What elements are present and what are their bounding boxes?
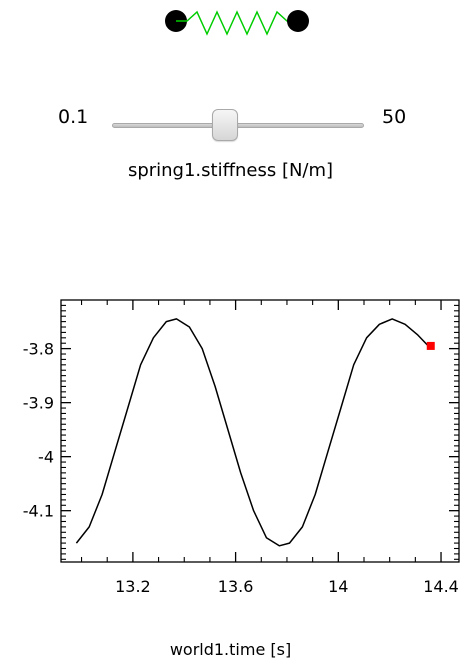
- y-tick-label: -3.9: [23, 394, 54, 413]
- x-tick-label: 13.6: [218, 577, 254, 596]
- spring-coil: [176, 10, 300, 36]
- plot-frame: [60, 299, 460, 563]
- stiffness-slider-thumb[interactable]: [212, 109, 239, 141]
- spring-visualization: [165, 10, 309, 36]
- series-group: [75, 318, 435, 547]
- x-axis-label: world1.time [s]: [169, 640, 292, 659]
- y-tick-label: -3.8: [23, 340, 54, 359]
- slider-max-label: 50: [382, 106, 407, 128]
- y-tick-label: -4: [38, 448, 54, 467]
- y-tick-label: -4.1: [23, 502, 54, 521]
- mass-right: [287, 10, 309, 32]
- current-value-marker: [426, 341, 435, 350]
- series-line: [75, 318, 429, 547]
- y-tick-labels: -3.8 -3.9 -4 -4.1: [23, 340, 54, 521]
- time-plot: -3.8 -3.9 -4 -4.1 13.2 13.6 14 14.4: [23, 299, 460, 596]
- x-tick-label: 14: [328, 577, 348, 596]
- x-tick-labels: 13.2 13.6 14 14.4: [115, 577, 459, 596]
- axis-ticks: [61, 300, 459, 562]
- slider-min-label: 0.1: [58, 106, 89, 128]
- x-tick-label: 13.2: [115, 577, 151, 596]
- slider-label: spring1.stiffness [N/m]: [127, 160, 334, 181]
- x-tick-label: 14.4: [423, 577, 459, 596]
